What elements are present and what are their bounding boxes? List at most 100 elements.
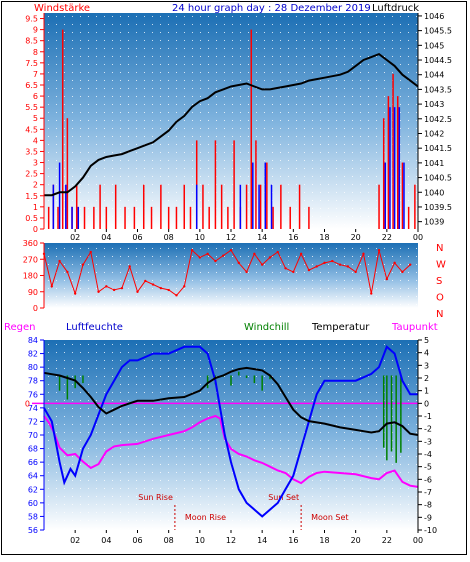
wind-direction-point [292,270,295,274]
pressure-tick-label: 1044.5 [424,56,452,65]
pressure-tick-label: 1040.5 [424,174,452,183]
humidity-tick-label: 76 [28,390,38,399]
pressure-tick-label: 1045 [424,41,444,50]
humidity-tick-label: 82 [28,350,38,359]
temperature-x-tick-label: 08 [164,536,174,545]
wind-direction-point [136,290,139,293]
wind-direction-point [370,292,373,295]
direction-tick-label: 0 [33,304,38,313]
humidity-tick-label: 80 [28,363,38,372]
rain-label: Regen [4,322,36,333]
temperature-tick-label: -4 [424,450,432,459]
wind-x-tick-label: 16 [288,233,298,242]
humidity-label: Luftfeuchte [66,322,123,333]
wind-x-tick-label: 18 [319,233,329,242]
wind-direction-point [276,250,279,254]
wind-direction-point [206,252,209,256]
temperature-tick-label: -6 [424,475,432,484]
temperature-humidity-data: 0 [25,345,419,518]
compass-label: S [436,276,442,287]
wind-direction-point [253,252,256,256]
wind-direction-grid-dots [44,243,418,308]
wind-tick-label: 2 [33,181,38,190]
pressure-tick-label: 1046 [424,12,444,21]
wind-direction-point [409,263,412,266]
temperature-label: Temperatur [311,322,370,333]
humidity-tick-label: 56 [28,526,38,535]
sun-event-label: Sun Rise [138,493,173,502]
wind-direction-data [42,249,412,297]
humidity-tick-label: 58 [28,512,38,521]
temperature-x-tick-label: 22 [382,536,392,545]
humidity-tick-label: 72 [28,417,38,426]
compass-label: O [436,293,444,304]
temperature-tick-label: -8 [424,501,432,510]
wind-tick-label: 3.5 [25,147,38,156]
wind-direction-point [66,270,69,274]
wind-tick-label: 6 [33,92,38,101]
direction-tick-label: 360 [23,239,38,248]
wind-tick-label: 1 [33,203,38,212]
wind-axis-title: Windstärke [34,3,90,14]
wind-direction-point [331,259,334,263]
wind-direction-point [81,263,85,266]
wind-x-tick-label: 10 [195,233,205,242]
wind-tick-label: 2.5 [25,170,38,179]
wind-direction-point [260,263,264,266]
wind-pressure-data [44,29,419,229]
temperature-x-tick-label: 16 [288,536,298,545]
compass-label: N [436,243,443,254]
temperature-tick-label: 4 [424,349,429,358]
temperature-tick-label: 1 [424,387,429,396]
wind-tick-label: 0 [33,225,38,234]
wind-direction-point [50,285,53,288]
temperature-x-axis: 02 04 06 08 10 12 14 16 18 20 22 00 [70,530,423,545]
temperature-x-tick-label: 02 [70,536,80,545]
wind-direction-point [167,288,170,292]
wind-direction-point [97,290,100,293]
temperature-x-tick-label: 18 [319,536,329,545]
wind-direction-point [393,261,396,265]
wind-direction-point [268,256,272,259]
pressure-tick-label: 1043.5 [424,85,452,94]
wind-tick-label: 7 [33,70,38,79]
wind-direction-point [284,267,287,270]
wind-tick-label: 7.5 [25,59,38,68]
pressure-tick-label: 1040 [424,188,444,197]
temperature-axis: 5 4 3 2 1 0 -1 -2 -3 -4 -5 -6 -7 -8 -9 -10 [418,336,437,535]
wind-direction-point [299,252,303,256]
direction-tick-label: 90 [28,288,38,297]
wind-tick-label: 5.5 [25,103,38,112]
humidity-tick-label: 70 [28,431,38,440]
wind-direction-point [198,256,202,259]
temperature-line [43,366,419,436]
temperature-tick-label: 5 [424,336,429,345]
temperature-tick-label: 2 [424,374,429,383]
windchill-label: Windchill [244,322,289,333]
wind-pressure-grid-dots [44,13,418,229]
wind-direction-point [105,285,108,288]
moon-event-label: Moon Set [311,513,348,522]
temperature-tick-label: -7 [424,488,432,497]
pressure-tick-label: 1045.5 [424,27,452,36]
temperature-x-tick-label: 00 [413,536,423,545]
temperature-x-tick-label: 12 [226,536,236,545]
moon-event-label: Moon Rise [185,513,226,522]
humidity-tick-label: 64 [28,472,38,481]
wind-x-tick-label: 08 [164,233,174,242]
wind-direction-point [128,265,131,268]
wind-direction-point [237,261,240,265]
wind-direction-point [120,286,124,290]
wind-x-tick-label: 14 [257,233,267,242]
temperature-x-tick-label: 20 [351,536,361,545]
wind-x-tick-label: 12 [226,233,236,242]
humidity-tick-label: 60 [28,499,38,508]
pressure-line [44,52,419,197]
wind-direction-line [43,249,411,297]
temperature-tick-label: -9 [424,513,432,522]
direction-tick-label: 270 [23,255,38,264]
wind-tick-label: 4.5 [25,125,38,134]
humidity-tick-label: 78 [28,377,38,386]
